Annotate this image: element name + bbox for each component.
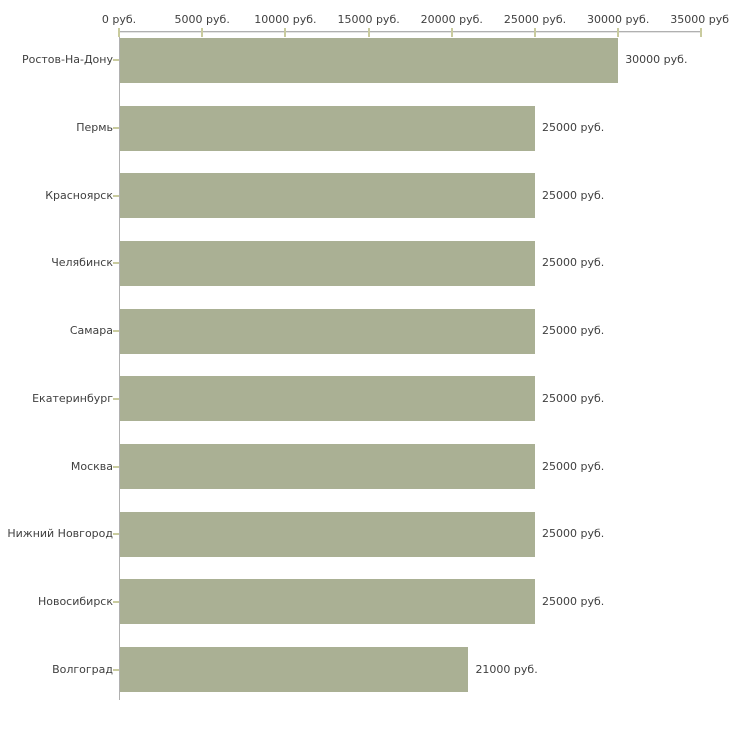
x-axis-tick-label: 20000 руб. <box>420 13 483 26</box>
category-label: Красноярск <box>45 188 113 202</box>
y-axis-tick-mark <box>113 330 119 333</box>
value-label: 25000 руб. <box>542 459 605 473</box>
y-axis-tick-mark <box>113 59 119 62</box>
y-axis-tick-mark <box>113 465 119 468</box>
y-axis-tick-mark <box>113 533 119 536</box>
category-label: Москва <box>70 459 113 473</box>
category-label: Ростов-На-Дону <box>21 53 113 67</box>
y-axis-tick-mark <box>113 262 119 265</box>
category-label: Волгоград <box>52 662 113 676</box>
bar-3 <box>120 240 535 286</box>
x-axis-tick-label: 15000 руб. <box>337 13 400 26</box>
x-axis-tick-mark <box>367 28 370 37</box>
x-axis-tick-mark <box>450 28 453 37</box>
category-label: Челябинск <box>51 256 113 270</box>
category-label: Пермь <box>76 121 113 134</box>
x-axis-tick-mark <box>617 28 620 37</box>
y-axis-tick-mark <box>113 397 119 400</box>
bar-4 <box>120 308 535 354</box>
value-label: 25000 руб. <box>542 188 605 202</box>
y-axis-line <box>119 32 120 700</box>
bar-8 <box>120 579 535 625</box>
x-axis-tick-label: 10000 руб. <box>254 13 317 26</box>
bar-7 <box>120 511 535 557</box>
x-axis-tick-label: 0 руб. <box>101 13 137 26</box>
x-axis-tick-mark <box>534 28 536 37</box>
y-axis-tick-mark <box>113 668 119 671</box>
value-label: 25000 руб. <box>542 527 605 541</box>
y-axis-tick-mark <box>113 127 119 129</box>
x-axis-tick-label: 35000 руб. <box>670 13 730 26</box>
value-label: 25000 руб. <box>542 391 605 405</box>
bar-0 <box>120 37 619 83</box>
value-label: 30000 руб. <box>625 53 688 67</box>
category-label: Нижний Новгород <box>7 527 113 541</box>
x-axis-tick-mark <box>284 28 287 37</box>
category-label: Самара <box>69 324 113 338</box>
x-axis-tick-label: 25000 руб. <box>503 13 567 26</box>
y-axis-tick-mark <box>113 194 119 197</box>
x-axis-tick-label: 30000 руб. <box>587 13 650 26</box>
bar-2 <box>120 173 535 219</box>
x-axis-line <box>119 31 703 33</box>
category-label: Екатеринбург <box>32 391 113 405</box>
bar-6 <box>120 444 535 489</box>
category-label: Новосибирск <box>37 594 113 608</box>
y-axis-tick-mark <box>113 600 119 603</box>
value-label: 25000 руб. <box>542 594 605 608</box>
bar-1 <box>120 105 535 151</box>
x-axis-tick-mark <box>118 28 120 37</box>
x-axis-tick-mark <box>700 28 703 37</box>
bar-5 <box>120 376 535 422</box>
bar-9 <box>120 647 469 693</box>
value-label: 25000 руб. <box>542 121 605 134</box>
x-axis-tick-label: 5000 руб. <box>174 13 230 26</box>
value-label: 21000 руб. <box>475 662 538 676</box>
value-label: 25000 руб. <box>542 324 605 338</box>
x-axis-tick-mark <box>201 28 204 37</box>
value-label: 25000 руб. <box>542 256 605 270</box>
